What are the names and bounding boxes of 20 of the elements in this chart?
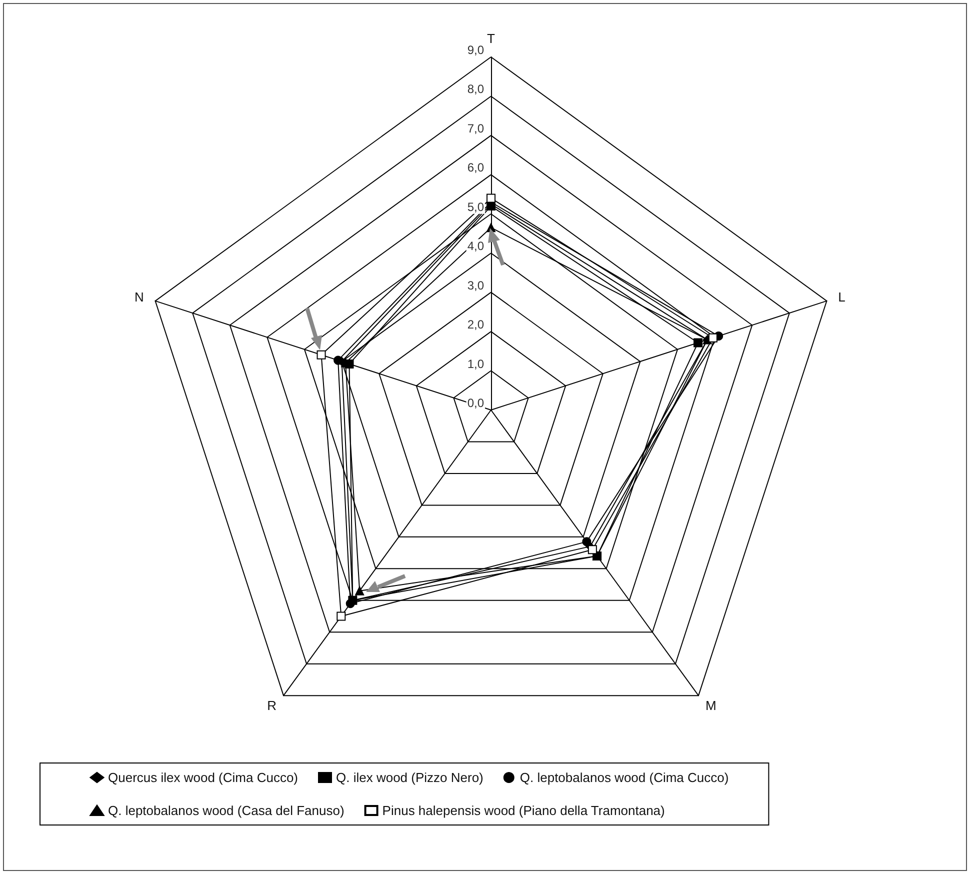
y-tick-label: 7,0	[467, 121, 484, 136]
spoke-label: M	[706, 698, 716, 713]
spoke-label: L	[838, 290, 846, 305]
y-tick-label: 0,0	[467, 396, 484, 410]
legend-label: Pinus halepensis wood (Piano della Tramontana)	[382, 803, 665, 818]
legend-label: Q. leptobalanos wood (Cima Cucco)	[520, 770, 729, 785]
legend-label: Q. leptobalanos wood (Casa del Fanuso)	[108, 803, 344, 818]
y-tick-label: 8,0	[467, 82, 484, 96]
y-tick-label: 3,0	[467, 278, 484, 292]
legend-label: Q. ilex wood (Pizzo Nero)	[336, 770, 484, 785]
spoke-label: R	[267, 698, 276, 713]
spoke-label: T	[487, 31, 496, 46]
y-tick-label: 9,0	[467, 43, 484, 57]
legend-label: Quercus ilex wood (Cima Cucco)	[108, 770, 298, 785]
y-tick-label: 1,0	[467, 356, 484, 371]
y-tick-label: 6,0	[467, 160, 484, 175]
spoke-label: N	[134, 290, 144, 305]
y-tick-label: 2,0	[467, 318, 484, 332]
y-tick-label: 4,0	[467, 239, 484, 254]
y-tick-label: 5,0	[467, 200, 484, 214]
